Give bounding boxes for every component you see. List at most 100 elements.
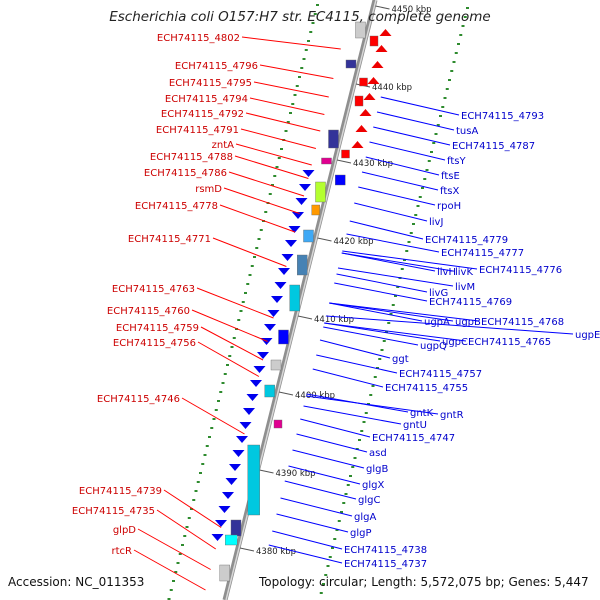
- gc-mark: [414, 214, 418, 216]
- gene-label-left[interactable]: ECH74115_4788: [150, 152, 233, 163]
- leader-line: [329, 302, 454, 322]
- gene-label-right[interactable]: ftsE: [441, 171, 460, 182]
- gc-mark: [382, 340, 386, 342]
- gc-mark: [391, 304, 395, 306]
- leader-line: [163, 489, 222, 528]
- gene-label-right[interactable]: tusA: [456, 126, 478, 137]
- gc-mark: [203, 454, 207, 456]
- gene-label-right[interactable]: glgC: [358, 495, 380, 506]
- leader-line: [156, 509, 217, 550]
- gene-label-left[interactable]: ECH74115_4792: [161, 109, 244, 120]
- gene-label-right[interactable]: ECH74115_4777: [441, 248, 524, 259]
- gene-label-right[interactable]: glgX: [362, 480, 384, 491]
- gc-mark: [418, 196, 422, 198]
- gene-label-right[interactable]: ugpC: [442, 337, 468, 348]
- gene-label-right[interactable]: ugpA: [424, 317, 450, 328]
- gene-label-left[interactable]: rtcR: [112, 546, 133, 557]
- gc-mark: [452, 61, 456, 63]
- gene-box: [328, 129, 339, 149]
- gene-label-right[interactable]: ftsY: [447, 156, 466, 167]
- gene-label-left[interactable]: ECH74115_4795: [169, 78, 252, 89]
- gene-label-right[interactable]: livG: [429, 288, 448, 299]
- gene-label-right[interactable]: gntK: [410, 408, 434, 419]
- gene-label-right[interactable]: glgP: [350, 528, 372, 539]
- gc-mark: [405, 250, 409, 252]
- kbp-tick-label: 4380 kbp: [256, 547, 296, 557]
- gene-label-left[interactable]: ECH74115_4778: [135, 201, 218, 212]
- gene-label-left[interactable]: ECH74115_4763: [112, 284, 195, 295]
- gene-label-left[interactable]: ECH74115_4796: [175, 61, 258, 72]
- gene-label-right[interactable]: ECH74115_4738: [344, 545, 427, 556]
- gene-label-right[interactable]: ftsX: [440, 186, 459, 197]
- gene-label-right[interactable]: livH: [437, 267, 456, 278]
- gene-label-left[interactable]: ECH74115_4760: [107, 306, 190, 317]
- gene-label-left[interactable]: ECH74115_4786: [144, 168, 227, 179]
- gene-label-right[interactable]: gntU: [403, 420, 427, 431]
- gene-box: [345, 59, 357, 69]
- gc-mark: [358, 439, 361, 441]
- gene-arrow: [367, 77, 380, 84]
- gene-label-left[interactable]: ECH74115_4794: [165, 94, 248, 105]
- gene-label-left[interactable]: ECH74115_4771: [128, 234, 211, 245]
- gc-mark: [219, 391, 223, 393]
- gc-mark: [212, 418, 216, 420]
- leader-line: [354, 202, 428, 222]
- gene-label-right[interactable]: ggt: [392, 354, 409, 365]
- kbp-tick-label: 4410 kbp: [314, 315, 354, 325]
- gene-label-right[interactable]: ECH74115_4776: [479, 265, 562, 276]
- gene-label-left[interactable]: rsmD: [195, 184, 222, 195]
- gene-label-right[interactable]: gntR: [440, 410, 464, 421]
- gene-label-left[interactable]: ECH74115_4791: [156, 125, 239, 136]
- gc-mark: [333, 538, 337, 540]
- gene-label-right[interactable]: ugpQ: [420, 341, 447, 352]
- gene-label-right[interactable]: ECH74115_4737: [344, 559, 427, 570]
- gene-box: [264, 384, 275, 398]
- gene-label-right[interactable]: ugpB: [455, 317, 481, 328]
- gc-mark: [228, 355, 232, 357]
- gene-label-right[interactable]: ECH74115_4755: [385, 383, 468, 394]
- kbp-tick-mark: [375, 5, 390, 10]
- gene-box: [341, 149, 350, 159]
- leader-line: [361, 171, 439, 191]
- gene-label-right[interactable]: asd: [369, 448, 387, 459]
- gene-label-left[interactable]: zntA: [212, 140, 235, 151]
- gene-label-right[interactable]: ECH74115_4765: [468, 337, 551, 348]
- gene-label-right[interactable]: ECH74115_4787: [452, 141, 535, 152]
- gc-mark: [192, 499, 196, 501]
- gene-label-right[interactable]: ECH74115_4768: [481, 317, 564, 328]
- gene-label-left[interactable]: ECH74115_4756: [113, 338, 196, 349]
- gene-arrow: [379, 29, 392, 36]
- gene-label-left[interactable]: ECH74115_4735: [72, 506, 155, 517]
- leader-line: [181, 397, 245, 435]
- gc-mark: [340, 511, 343, 513]
- gene-arrow: [267, 310, 280, 317]
- gene-label-left[interactable]: ECH74115_4746: [97, 394, 180, 405]
- gene-label-left[interactable]: ECH74115_4802: [157, 33, 240, 44]
- gene-label-right[interactable]: ECH74115_4769: [429, 297, 512, 308]
- gene-label-right[interactable]: ECH74115_4793: [461, 111, 544, 122]
- gene-arrow: [278, 268, 290, 275]
- gene-label-left[interactable]: glpD: [113, 525, 136, 536]
- gc-mark: [199, 472, 202, 474]
- gene-label-right[interactable]: glgA: [354, 512, 376, 523]
- gene-label-right[interactable]: ECH74115_4757: [399, 369, 482, 380]
- gene-label-right[interactable]: rpoH: [437, 201, 461, 212]
- gene-label-left[interactable]: ECH74115_4759: [116, 323, 199, 334]
- gene-label-right[interactable]: ugpE: [575, 330, 600, 341]
- leader-line: [349, 220, 424, 240]
- gene-arrow: [236, 436, 248, 443]
- leader-line: [376, 111, 455, 131]
- gene-arrow: [355, 125, 368, 132]
- gene-label-right[interactable]: glgB: [366, 464, 388, 475]
- gene-label-right[interactable]: livJ: [429, 217, 443, 228]
- gene-label-right[interactable]: ECH74115_4779: [425, 235, 508, 246]
- gc-mark: [400, 268, 404, 270]
- gene-label-right[interactable]: livM: [455, 282, 475, 293]
- gene-label-right[interactable]: ECH74115_4747: [372, 433, 455, 444]
- gene-label-left[interactable]: ECH74115_4739: [79, 486, 162, 497]
- gc-mark: [373, 376, 377, 378]
- leader-line: [324, 322, 441, 342]
- gene-label-right[interactable]: livK: [455, 267, 473, 278]
- gc-mark: [445, 88, 449, 90]
- kbp-tick-mark: [336, 159, 352, 164]
